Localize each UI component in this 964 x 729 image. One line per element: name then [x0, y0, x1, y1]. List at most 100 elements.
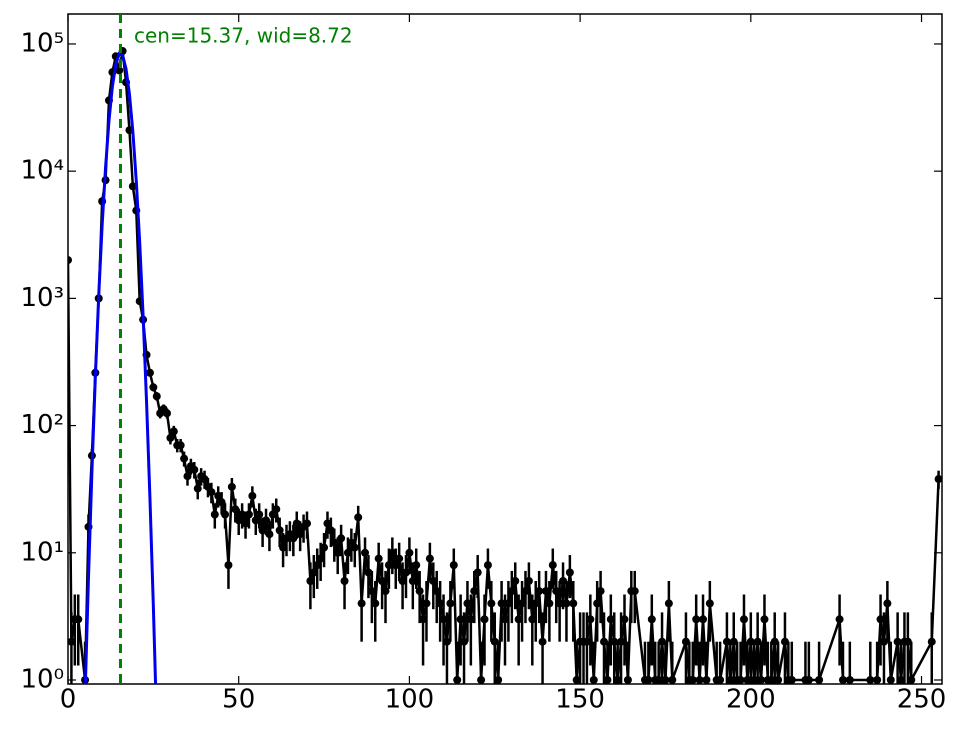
data-point [272, 505, 281, 514]
data-point [473, 568, 482, 577]
data-point [562, 599, 571, 608]
data-point [388, 548, 397, 557]
data-point [617, 637, 626, 646]
data-point [180, 454, 189, 463]
data-point [296, 530, 305, 539]
data-point [258, 526, 267, 535]
data-point [876, 615, 885, 624]
data-point [695, 675, 704, 684]
data-point [302, 519, 311, 528]
data-point [364, 568, 373, 577]
data-point [419, 615, 428, 624]
data-point [767, 675, 776, 684]
data-point [231, 505, 240, 514]
data-point [600, 637, 609, 646]
data-point [207, 488, 216, 497]
data-point [152, 392, 161, 401]
data-point [699, 615, 708, 624]
data-point [722, 637, 731, 646]
data-point [320, 543, 329, 552]
data-point [395, 554, 404, 563]
data-point [238, 510, 247, 519]
data-point [289, 534, 298, 543]
data-point [292, 519, 301, 528]
data-point [221, 510, 230, 519]
data-point [835, 615, 844, 624]
data-point [883, 599, 892, 608]
data-point [658, 637, 667, 646]
data-point [176, 441, 185, 450]
data-point [241, 519, 250, 528]
data-point [729, 637, 738, 646]
data-point [323, 519, 332, 528]
data-point [214, 491, 223, 500]
data-point [541, 587, 550, 596]
data-point [265, 530, 274, 539]
data-point [200, 475, 209, 484]
data-point [647, 615, 656, 624]
data-point [760, 615, 769, 624]
data-point [596, 587, 605, 596]
data-point [446, 599, 455, 608]
data-point [357, 599, 366, 608]
data-point [483, 561, 492, 570]
data-point [692, 615, 701, 624]
data-point [384, 561, 393, 570]
x-tick-label: 100 [385, 685, 435, 715]
x-tick-label: 0 [60, 685, 77, 715]
data-point [408, 577, 417, 586]
data-point [886, 675, 895, 684]
data-point [74, 615, 83, 624]
data-point [514, 615, 523, 624]
data-point [439, 615, 448, 624]
data-point [873, 675, 882, 684]
data-point [193, 484, 202, 493]
data-point [480, 615, 489, 624]
data-point [589, 675, 598, 684]
plot-frame [67, 13, 943, 685]
data-point [381, 587, 390, 596]
data-point [487, 599, 496, 608]
data-point [401, 568, 410, 577]
data-point [572, 675, 581, 684]
x-tick-label: 200 [726, 685, 776, 715]
data-point [507, 587, 516, 596]
data-point [145, 368, 154, 377]
data-point [255, 510, 264, 519]
data-point [166, 433, 175, 442]
data-point [606, 615, 615, 624]
data-point [477, 675, 486, 684]
data-point [681, 637, 690, 646]
data-point [838, 675, 847, 684]
data-point [934, 475, 942, 484]
data-point [275, 526, 284, 535]
data-point [425, 554, 434, 563]
data-point [343, 548, 352, 557]
data-point [593, 599, 602, 608]
data-point [453, 675, 462, 684]
x-tick-label: 150 [555, 685, 605, 715]
data-point [463, 599, 472, 608]
data-point [907, 675, 916, 684]
data-point [603, 675, 612, 684]
y-tick-label: 10³ [20, 283, 64, 313]
data-point [115, 66, 124, 75]
data-point [436, 599, 445, 608]
data-point [702, 675, 711, 684]
data-point [661, 675, 670, 684]
axes: 0 50 100 150 200 250 10⁰ 10¹ 10² 10³ 10⁴ 10⁵ [20, 14, 946, 715]
data-point [780, 637, 789, 646]
data-point [521, 587, 530, 596]
data-point [518, 599, 527, 608]
data-point [128, 182, 137, 191]
y-tick-label: 10² [20, 410, 64, 440]
data-point [326, 526, 335, 535]
data-point [903, 637, 912, 646]
y-tick-label: 10⁰ [20, 664, 64, 694]
data-point [753, 637, 762, 646]
data-line [68, 50, 940, 684]
data-point [644, 675, 653, 684]
data-point [630, 587, 639, 596]
data-point [501, 615, 509, 624]
